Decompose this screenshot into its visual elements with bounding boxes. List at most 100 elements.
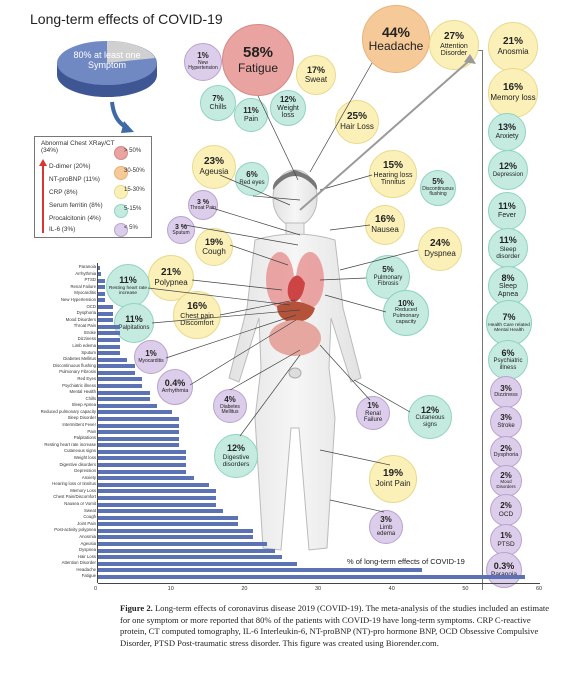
bar-category-label: Nausea or Vomit — [64, 501, 96, 506]
x-tick-label: 30 — [315, 586, 322, 592]
bar-category-label: Joint Pain — [77, 520, 96, 526]
bar-category-label: PTSD — [84, 277, 96, 283]
bubble-red-eyes: 6% Red eyes — [235, 162, 269, 196]
bar-category-label: Myocarditis — [74, 290, 96, 296]
bar — [98, 364, 135, 369]
biomarker-item: IL-6 (3%) — [49, 226, 76, 233]
bar — [98, 495, 216, 500]
bar-category-label: Chills — [85, 395, 96, 401]
bar — [98, 456, 187, 461]
bubble-palpitations: 11% Palpitations — [114, 303, 154, 343]
bar — [98, 449, 187, 454]
bar — [98, 548, 275, 553]
caption-text: Long-term effects of coronavirus disease… — [120, 603, 550, 648]
bar-category-label: Throat Pain — [73, 323, 96, 329]
curved-arrow-icon — [110, 101, 134, 133]
bar-category-label: Post-activity polypnea — [54, 527, 96, 533]
bar — [98, 370, 135, 375]
bar-category-label: Palpitations — [73, 435, 96, 441]
bubble-joint-pain: 19% Joint Pain — [369, 455, 417, 503]
legend-key: < 5% — [124, 225, 138, 231]
biomarker-heading: Abnormal Chest XRay/CT (34%) — [41, 140, 115, 155]
bar — [98, 397, 150, 402]
bar — [98, 265, 101, 270]
bar — [98, 272, 101, 277]
bubble-ocd: 2% OCD — [490, 494, 522, 526]
bar-category-label: Attention Disorder — [61, 560, 96, 566]
bubble-diabetes-mellitus: 4% Diabetes Mellitus — [213, 389, 247, 423]
bar — [98, 337, 121, 342]
bar — [98, 416, 180, 421]
bar-category-label: Intermittent Fever — [62, 422, 96, 427]
bar — [98, 542, 268, 546]
bar-category-label: Pain — [87, 428, 96, 434]
bubble-fever: 11% Fever — [488, 192, 526, 230]
bar — [98, 403, 157, 408]
legend-swatch-orange — [114, 166, 128, 180]
legend-swatch-purple — [114, 223, 128, 237]
bar — [98, 285, 106, 290]
bar-category-label: Arrhythmia — [75, 270, 96, 276]
bubble-paranoia: 0.3%Paranoia — [486, 552, 522, 588]
bubble-limb-edema: 3% Limb edema — [369, 510, 403, 544]
legend-key: 15-30% — [124, 187, 145, 193]
biomarker-item: D-dimer (20%) — [49, 163, 91, 170]
bar-category-label: Red Eyes — [77, 375, 96, 381]
bar-category-label: Cutaneous signs — [63, 448, 96, 454]
bubble-cutaneous-signs: 12% Cutaneous signs — [408, 395, 452, 439]
bar — [98, 574, 526, 579]
bar — [98, 502, 216, 507]
bar — [98, 436, 180, 441]
bar-chart-x-axis — [98, 583, 540, 584]
bubble-cough: 19% Cough — [195, 228, 233, 266]
bar — [98, 509, 224, 514]
bar-category-label: Depression — [74, 468, 96, 474]
biomarker-item: Procalcitonin (4%) — [49, 215, 101, 222]
x-tick-label: 50 — [462, 586, 469, 592]
bar — [98, 443, 180, 448]
up-arrow-icon — [39, 159, 47, 233]
bubble-anosmia: 21% Anosmia — [488, 22, 538, 72]
bubble-health-care-mental-health: 7% Health Care related Mental Health — [486, 300, 532, 346]
bar-category-label: Mood Disorders — [65, 316, 96, 322]
legend-swatch-red — [114, 146, 128, 160]
bar-chart-y-axis — [97, 263, 98, 583]
bubble-dysphoria: 2% Dysphoria — [490, 436, 522, 468]
bar — [98, 305, 113, 309]
bar — [98, 278, 106, 283]
figure-caption: Figure 2. Long-term effects of coronavir… — [120, 603, 555, 649]
bar-category-label: Hearing loss or tinnitus — [52, 481, 96, 487]
biomarker-legend: Abnormal Chest XRay/CT (34%) D-dimer (20… — [34, 136, 152, 238]
biomarker-item: CRP (8%) — [49, 189, 78, 196]
legend-key: > 50% — [124, 148, 142, 154]
bar-category-label: Diabetes Mellitus — [63, 356, 96, 362]
bar — [98, 482, 209, 487]
x-tick-label: 40 — [388, 586, 395, 592]
bar-category-label: Pulmonary Fibrosis — [59, 369, 96, 375]
bubble-stroke: 3% Stroke — [490, 406, 522, 438]
bar-category-label: New Hypertension — [60, 296, 96, 302]
bar — [98, 469, 187, 474]
bubble-discontinuous-flushing: 5% Discontinuous flushing — [420, 170, 456, 206]
bar — [98, 568, 423, 573]
connector-lines — [147, 54, 476, 513]
figure-title: Long-term effects of COVID-19 — [30, 11, 223, 27]
bubble-new-hypertension: 1% New Hypertension — [184, 43, 222, 81]
bubble-fatigue: 58% Fatigue — [222, 24, 294, 96]
bar-category-label: Reduced pulmonary capacity — [40, 408, 96, 414]
bar-category-label: Paranoia — [78, 264, 96, 269]
bar — [98, 528, 253, 533]
bar — [98, 331, 121, 336]
bubble-chest-pain: 16% Chest pain Discomfort — [173, 291, 221, 339]
legend-swatch-green — [114, 204, 128, 218]
bar — [98, 489, 216, 494]
bar — [98, 291, 106, 296]
bubble-renal-failure: 1% Renal Failure — [356, 396, 390, 430]
bar-category-label: Dysphoria — [76, 310, 96, 316]
bar — [98, 463, 187, 467]
biomarker-item: Serum ferritin (8%) — [49, 202, 103, 209]
bubble-hearing-loss: 15% Hearing loss Tinnitus — [369, 150, 417, 198]
bubble-reduced-pulmonary-capacity: 10% Reduced Pulmonary capacity — [383, 290, 429, 336]
bubble-chills: 7% Chills — [200, 85, 236, 121]
